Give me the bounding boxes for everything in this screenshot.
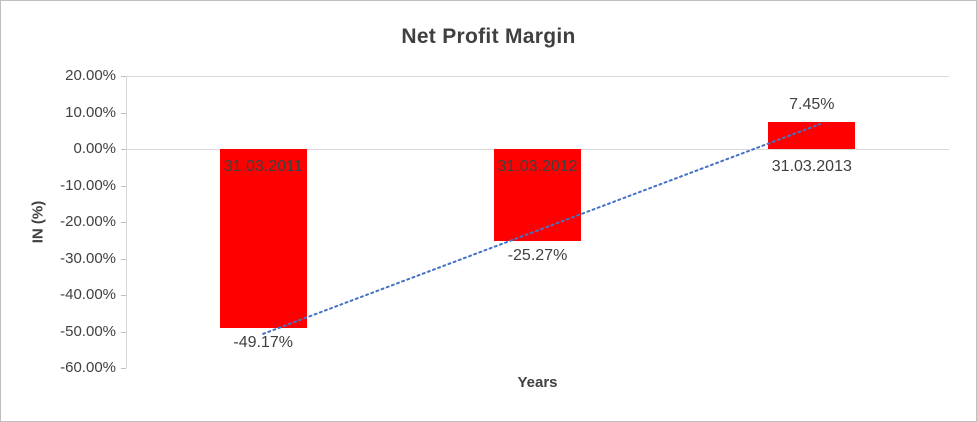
y-tick-mark: [121, 112, 126, 114]
y-tick-mark: [121, 331, 126, 333]
y-tick-label: -60.00%: [60, 359, 116, 376]
y-tick-label: -50.00%: [60, 322, 116, 340]
y-tick-label: -30.00%: [60, 249, 116, 267]
y-tick-mark: [121, 76, 126, 77]
bar-category-label: 31.03.2012: [497, 158, 578, 175]
y-tick-label: -40.00%: [60, 286, 116, 303]
bar-category-label: 31.03.2011: [223, 158, 303, 175]
value-axis-line: [126, 76, 127, 368]
y-tick-label: 10.00%: [65, 103, 116, 121]
y-tick-mark: [121, 222, 126, 223]
y-tick-label: -10.00%: [60, 176, 116, 194]
y-tick-mark: [121, 149, 126, 150]
chart-title: Net Profit Margin: [401, 25, 576, 48]
y-tick-label: -20.00%: [60, 213, 116, 230]
bar-category-label: 31.03.2013: [771, 158, 852, 175]
bar-value-label: -25.27%: [507, 247, 568, 265]
bar-value-label: -49.17%: [233, 334, 293, 352]
y-tick-mark: [121, 368, 126, 369]
y-tick-label: 0.00%: [73, 140, 116, 157]
y-tick-mark: [121, 295, 126, 296]
bar-value-label: 7.45%: [789, 95, 835, 113]
bar: [768, 121, 856, 149]
gridline-top: [126, 76, 949, 77]
y-tick-mark: [121, 185, 126, 187]
y-tick-mark: [121, 258, 126, 260]
x-axis-title: Years: [517, 374, 558, 391]
y-tick-label: 20.00%: [65, 67, 116, 84]
